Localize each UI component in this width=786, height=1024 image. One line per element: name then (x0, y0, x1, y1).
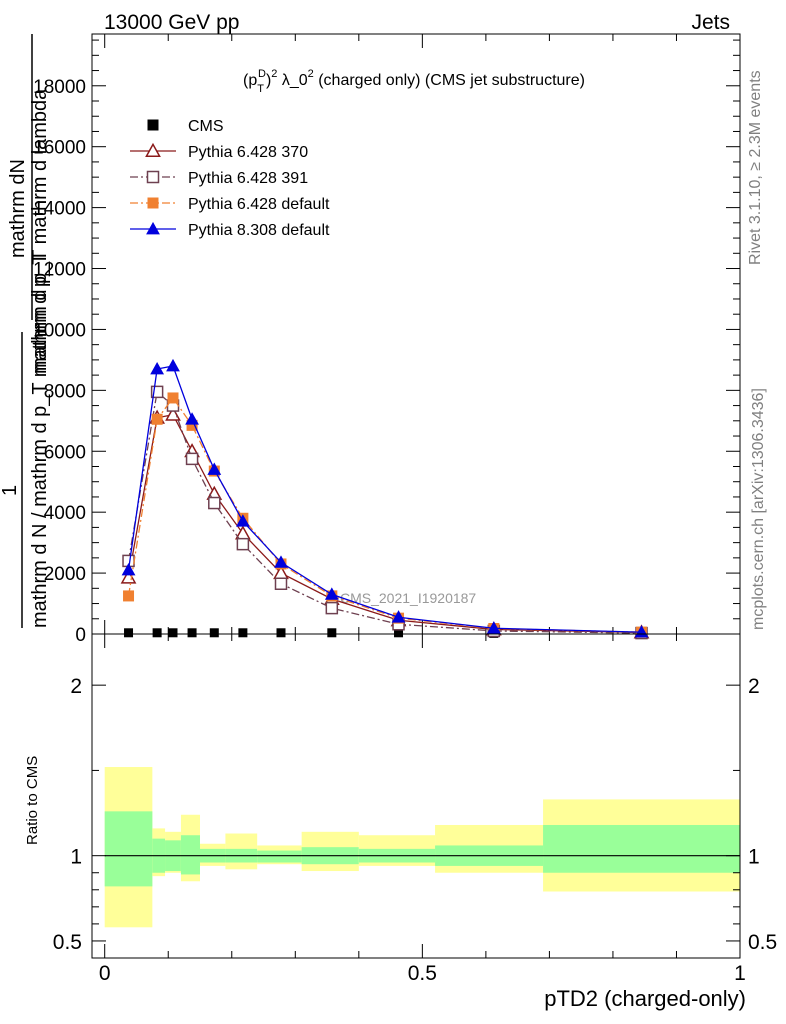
data-point-p391 (274, 577, 288, 590)
data-point-p8def (324, 587, 339, 600)
xtick-label: 0 (99, 962, 111, 985)
main-ytick-label: 16000 (33, 138, 86, 159)
mcplots-credit-label: mcplots.cern.ch [arXiv:1306.3436] (750, 388, 767, 630)
legend-marker (145, 142, 161, 158)
legend-label: Pythia 6.428 370 (188, 144, 308, 161)
legend-label: Pythia 6.428 391 (188, 170, 308, 187)
main-ytick-label: 2000 (44, 564, 86, 585)
y-axis-label: mathrm dN mathrm d p_T mathrm d lambda 1… (0, 34, 51, 628)
y-label-bottom: mathrm d N / mathrm d p_T mathrm d p_T (29, 253, 51, 628)
data-point-p8def (391, 610, 406, 623)
data-point-p391 (236, 537, 250, 551)
header-left-label: 13000 GeV pp (104, 11, 239, 34)
ratio-ytick-label-right: 1 (748, 846, 760, 869)
xtick-label: 1 (734, 962, 746, 985)
main-series-layer (120, 358, 650, 640)
main-ytick-label: 0 (75, 625, 86, 646)
xtick-label: 0.5 (408, 962, 437, 985)
ratio-panel: 0.5 0.51 12 20 0.5 1 Ratio to CMS pTD2 (charg… (24, 633, 777, 1011)
data-point-p8def (150, 361, 165, 375)
legend-label: Pythia 8.308 default (188, 222, 330, 239)
data-point-p6def (167, 392, 179, 404)
data-point-cms (209, 628, 219, 638)
main-ytick-label: 10000 (33, 320, 86, 341)
data-point-p8def (486, 621, 501, 634)
ratio-band-inner (543, 824, 740, 873)
data-point-p6def (186, 419, 198, 431)
ratio-band-inner (257, 850, 302, 863)
ratio-band-inner (104, 811, 153, 887)
data-point-p6def (151, 413, 163, 425)
legend-label: Pythia 6.428 default (188, 196, 330, 213)
ratio-ytick-label-right: 2 (748, 675, 760, 698)
legend-marker (147, 197, 159, 209)
rivet-version-label: Rivet 3.1.10, ≥ 2.3M events (747, 70, 764, 265)
ratio-axis-ticks: 0.5 0.51 12 20 0.5 1 (53, 634, 777, 985)
data-point-cms (238, 628, 248, 638)
main-panel: 0 2000 4000 6000 8000 10000 12000 14000 16000 180… (0, 33, 741, 646)
data-point-cms (168, 628, 178, 638)
data-point-p8def (121, 562, 136, 576)
data-point-p8def (235, 514, 250, 527)
main-ytick-label: 12000 (33, 260, 86, 281)
series-p8def (121, 358, 649, 638)
legend-marker (147, 119, 159, 131)
data-point-cms (152, 628, 162, 638)
ratio-ytick-label: 2 (70, 675, 82, 698)
main-ytick-label: 4000 (44, 503, 86, 524)
ratio-band-inner (180, 835, 200, 875)
legend-item-p370: Pythia 6.428 370 (130, 142, 308, 161)
legend-marker (146, 170, 160, 184)
data-point-cms (327, 628, 337, 638)
legend-item-p391: Pythia 6.428 391 (130, 170, 308, 187)
legend-marker (146, 221, 160, 235)
ratio-uncertainty-bands (104, 767, 740, 928)
ratio-ytick-label: 0.5 (53, 931, 82, 954)
ratio-ytick-label: 1 (70, 846, 82, 869)
legend-item-p6def: Pythia 6.428 default (130, 196, 330, 213)
data-point-cms (187, 628, 197, 638)
y-label-denominator: mathrm d p_T mathrm d lambda (29, 88, 51, 374)
data-point-p391 (150, 385, 164, 399)
data-point-p8def (166, 358, 180, 372)
data-point-cms (394, 628, 404, 638)
main-ytick-label: 14000 (33, 199, 86, 220)
data-point-p8def (207, 462, 222, 475)
series-line-p6def (127, 396, 642, 633)
y-label-one: 1 (0, 485, 21, 496)
main-axis-ticks: 0 2000 4000 6000 8000 10000 12000 14000 16000 180… (33, 34, 741, 646)
data-point-p391 (325, 601, 339, 615)
ratio-ytick-label-right: 0.5 (748, 931, 777, 954)
data-point-p370 (165, 406, 181, 421)
header-right-label: Jets (691, 11, 730, 34)
main-ytick-label: 8000 (44, 381, 86, 402)
legend-item-cms: CMS (147, 118, 224, 135)
data-point-cms (276, 628, 286, 638)
data-point-p8def (185, 412, 199, 425)
main-ytick-label: 18000 (33, 77, 86, 98)
plot-title: (pTD)2 λ_02 (charged only) (CMS jet subs… (243, 68, 585, 95)
legend: CMS Pythia 6.428 370 Pythia 6.428 391 Pythi… (130, 118, 330, 239)
analysis-watermark: CMS_2021_I1920187 (340, 590, 476, 606)
data-point-p6def (123, 590, 135, 602)
data-point-p8def (274, 555, 288, 568)
data-point-p391 (208, 496, 221, 510)
y-label-numerator: mathrm dN (7, 159, 29, 258)
ratio-frame (91, 633, 741, 959)
legend-item-p8def: Pythia 8.308 default (130, 221, 330, 239)
data-point-p391 (185, 452, 199, 466)
main-ytick-label: 6000 (44, 442, 86, 463)
x-axis-label: pTD2 (charged-only) (544, 986, 746, 1011)
data-point-cms (124, 628, 134, 638)
ratio-y-label: Ratio to CMS (24, 756, 41, 845)
legend-label: CMS (188, 118, 224, 135)
